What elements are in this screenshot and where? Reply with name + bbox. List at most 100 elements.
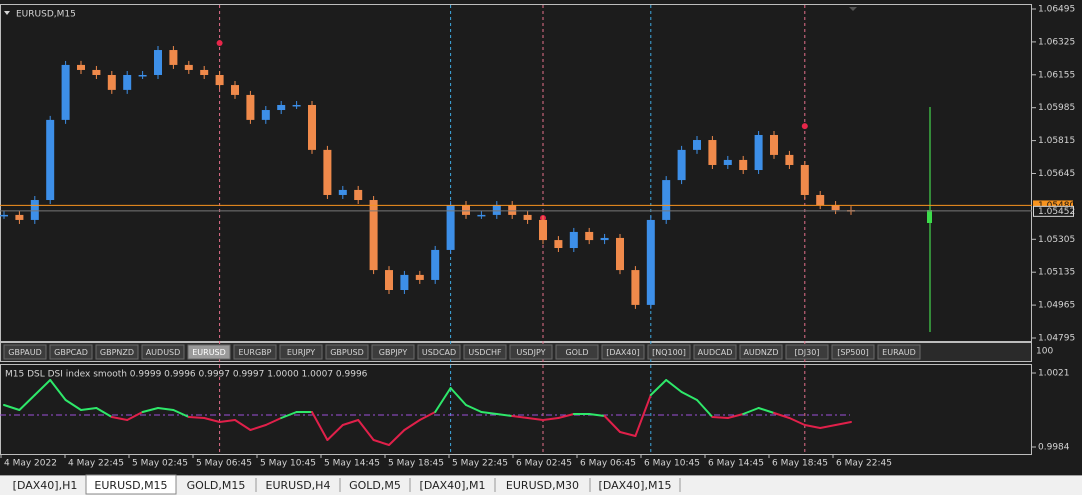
candle xyxy=(369,200,378,271)
indicator-line xyxy=(203,417,221,423)
forecast-bar xyxy=(927,210,932,223)
symbol-label[interactable]: [SP500] xyxy=(837,348,868,357)
symbol-button[interactable] xyxy=(877,344,921,360)
indicator-line xyxy=(788,417,806,426)
symbol-button[interactable] xyxy=(601,344,645,360)
indicator-line xyxy=(680,391,698,401)
indicator-line xyxy=(619,431,637,437)
symbol-label[interactable]: AUDCAD xyxy=(698,348,733,357)
candle xyxy=(831,205,840,211)
x-tick-label: 6 May 18:45 xyxy=(772,459,828,469)
symbol-label[interactable]: EURJPY xyxy=(287,348,315,357)
indicator-line xyxy=(742,407,760,415)
indicator-line xyxy=(64,399,82,411)
indicator-line xyxy=(18,394,36,411)
tab-label[interactable]: GOLD,M5 xyxy=(349,479,401,492)
candle xyxy=(200,69,209,75)
symbol-button[interactable] xyxy=(739,344,783,360)
symbol-button[interactable] xyxy=(279,344,323,360)
symbol-button[interactable] xyxy=(49,344,93,360)
symbol-button[interactable] xyxy=(325,344,369,360)
symbol-button[interactable] xyxy=(555,344,599,360)
candle xyxy=(30,200,39,220)
symbol-label[interactable]: [NQ100] xyxy=(652,348,686,357)
signal-dot xyxy=(801,123,808,130)
indicator-line xyxy=(234,419,252,431)
candle xyxy=(816,194,825,206)
candle xyxy=(231,85,239,95)
symbol-label[interactable]: GBPUSD xyxy=(330,348,364,357)
symbol-button[interactable] xyxy=(693,344,737,360)
indicator-line xyxy=(326,424,344,441)
indicator-line xyxy=(172,409,190,418)
symbol-label[interactable]: AUDNZD xyxy=(743,348,778,357)
indicator-line xyxy=(819,424,837,429)
indicator-line xyxy=(588,413,606,417)
symbol-label[interactable]: USDCHF xyxy=(468,348,502,357)
symbol-button[interactable] xyxy=(187,344,231,360)
symbol-label[interactable]: USDCAD xyxy=(422,348,456,357)
symbol-button[interactable] xyxy=(785,344,829,360)
x-tick-label: 6 May 22:45 xyxy=(836,459,892,469)
indicator-line xyxy=(480,411,498,415)
candle xyxy=(354,189,363,201)
symbol-label[interactable]: GOLD xyxy=(565,348,588,357)
symbol-button[interactable] xyxy=(463,344,507,360)
indicator-line xyxy=(649,379,668,396)
candle xyxy=(554,240,563,249)
main-frame xyxy=(0,4,1032,342)
candle xyxy=(123,74,132,90)
symbol-label[interactable]: EURUSD xyxy=(192,348,226,357)
candle xyxy=(631,270,640,305)
menu-arrow[interactable] xyxy=(4,11,10,15)
symbol-button[interactable] xyxy=(233,344,277,360)
symbol-label[interactable]: [DAX40] xyxy=(606,348,639,357)
symbol-label[interactable]: GBPNZD xyxy=(100,348,134,357)
signal-dot xyxy=(216,40,223,47)
indicator-line xyxy=(264,417,283,426)
symbol-label[interactable]: EURGBP xyxy=(239,348,272,357)
indicator-line xyxy=(449,387,467,406)
y-tick-label: 0.9984 xyxy=(1038,443,1070,453)
candle xyxy=(462,205,470,215)
candle xyxy=(107,74,116,90)
indicator-line xyxy=(711,416,729,419)
symbol-button[interactable] xyxy=(647,344,691,360)
symbol-label[interactable]: EURAUD xyxy=(882,348,916,357)
symbol-label[interactable]: GBPJPY xyxy=(379,348,408,357)
symbol-label[interactable]: AUDUSD xyxy=(146,348,181,357)
tab-label[interactable]: EURUSD,M15 xyxy=(94,479,167,492)
symbol-button[interactable] xyxy=(3,344,47,360)
symbol-button[interactable] xyxy=(417,344,461,360)
candle xyxy=(385,270,393,291)
symbol-label[interactable]: GBPAUD xyxy=(8,348,42,357)
tab-label[interactable]: EURUSD,M30 xyxy=(506,479,579,492)
symbol-label[interactable]: USDJPY xyxy=(517,348,546,357)
tab-label[interactable]: [DAX40],M15 xyxy=(599,479,672,492)
symbol-button[interactable] xyxy=(95,344,139,360)
tab-label[interactable]: [DAX40],M1 xyxy=(420,479,486,492)
tab-active[interactable] xyxy=(85,474,177,495)
candle xyxy=(431,249,440,280)
tab-label[interactable]: EURUSD,H4 xyxy=(266,479,331,492)
symbol-button[interactable] xyxy=(141,344,185,360)
indicator-line xyxy=(280,411,298,419)
symbol-button[interactable] xyxy=(509,344,553,360)
tab-label[interactable]: [DAX40],H1 xyxy=(13,479,78,492)
x-tick-label: 5 May 22:45 xyxy=(452,459,508,469)
y-tick-label: 1.05985 xyxy=(1038,103,1075,113)
symbol-button[interactable] xyxy=(371,344,415,360)
symbol-button[interactable] xyxy=(831,344,875,360)
symbol-label[interactable]: [DJ30] xyxy=(795,348,820,357)
y-tick-label: 1.0021 xyxy=(1038,369,1070,379)
y-tick-label: 1.05135 xyxy=(1038,268,1075,278)
candle xyxy=(292,104,301,107)
x-tick-label: 5 May 18:45 xyxy=(388,459,444,469)
x-tick-label: 5 May 06:45 xyxy=(196,459,252,469)
tab-label[interactable]: GOLD,M15 xyxy=(187,479,246,492)
indicator-line xyxy=(95,407,113,418)
symbol-label[interactable]: GBPCAD xyxy=(54,348,88,357)
candle xyxy=(138,74,147,77)
indicator-line xyxy=(357,419,375,441)
indicator-line xyxy=(388,429,406,446)
